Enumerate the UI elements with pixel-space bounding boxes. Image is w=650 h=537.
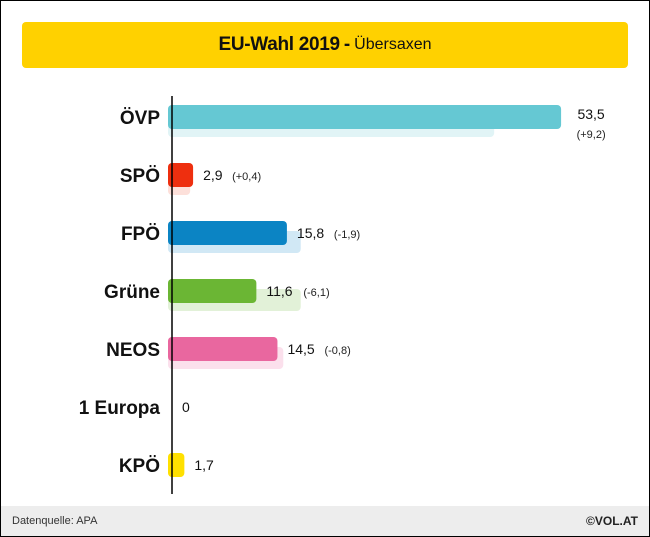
- bar-1: [168, 163, 194, 187]
- bar-0: [168, 105, 562, 129]
- title-separator: -: [343, 34, 351, 55]
- brand-logo: ©VOL.AT: [586, 514, 638, 528]
- category-label-1: SPÖ: [120, 166, 160, 187]
- value-label-2: 15,8: [297, 225, 324, 241]
- value-label-4: 14,5: [287, 341, 314, 357]
- change-label-3: (-6,1): [303, 287, 329, 299]
- bar-4: [168, 337, 278, 361]
- chart-title-bar: EU-Wahl 2019 - Übersaxen: [22, 22, 628, 68]
- bar-3: [168, 279, 257, 303]
- value-label-6: 1,7: [194, 457, 214, 473]
- category-label-3: Grüne: [104, 282, 160, 303]
- value-label-3: 11,6: [266, 283, 292, 299]
- change-label-1: (+0,4): [232, 171, 261, 183]
- category-label-0: ÖVP: [120, 108, 160, 129]
- change-label-2: (-1,9): [334, 229, 360, 241]
- category-label-5: 1 Europa: [79, 398, 161, 419]
- bar-2: [168, 221, 287, 245]
- chart-subtitle: Übersaxen: [354, 36, 432, 53]
- value-label-0: 53,5: [577, 106, 604, 122]
- chart-title: EU-Wahl 2019: [218, 34, 340, 55]
- category-label-4: NEOS: [106, 340, 160, 361]
- change-label-0: (+9,2): [577, 129, 606, 141]
- category-label-2: FPÖ: [121, 224, 160, 245]
- value-label-5: 0: [182, 399, 190, 415]
- change-label-4: (-0,8): [324, 345, 350, 357]
- footer: Datenquelle: APA ©VOL.AT: [1, 506, 649, 536]
- value-label-1: 2,9: [203, 167, 223, 183]
- bar-6: [168, 453, 185, 477]
- data-source: Datenquelle: APA: [12, 515, 98, 527]
- category-label-6: KPÖ: [119, 456, 160, 477]
